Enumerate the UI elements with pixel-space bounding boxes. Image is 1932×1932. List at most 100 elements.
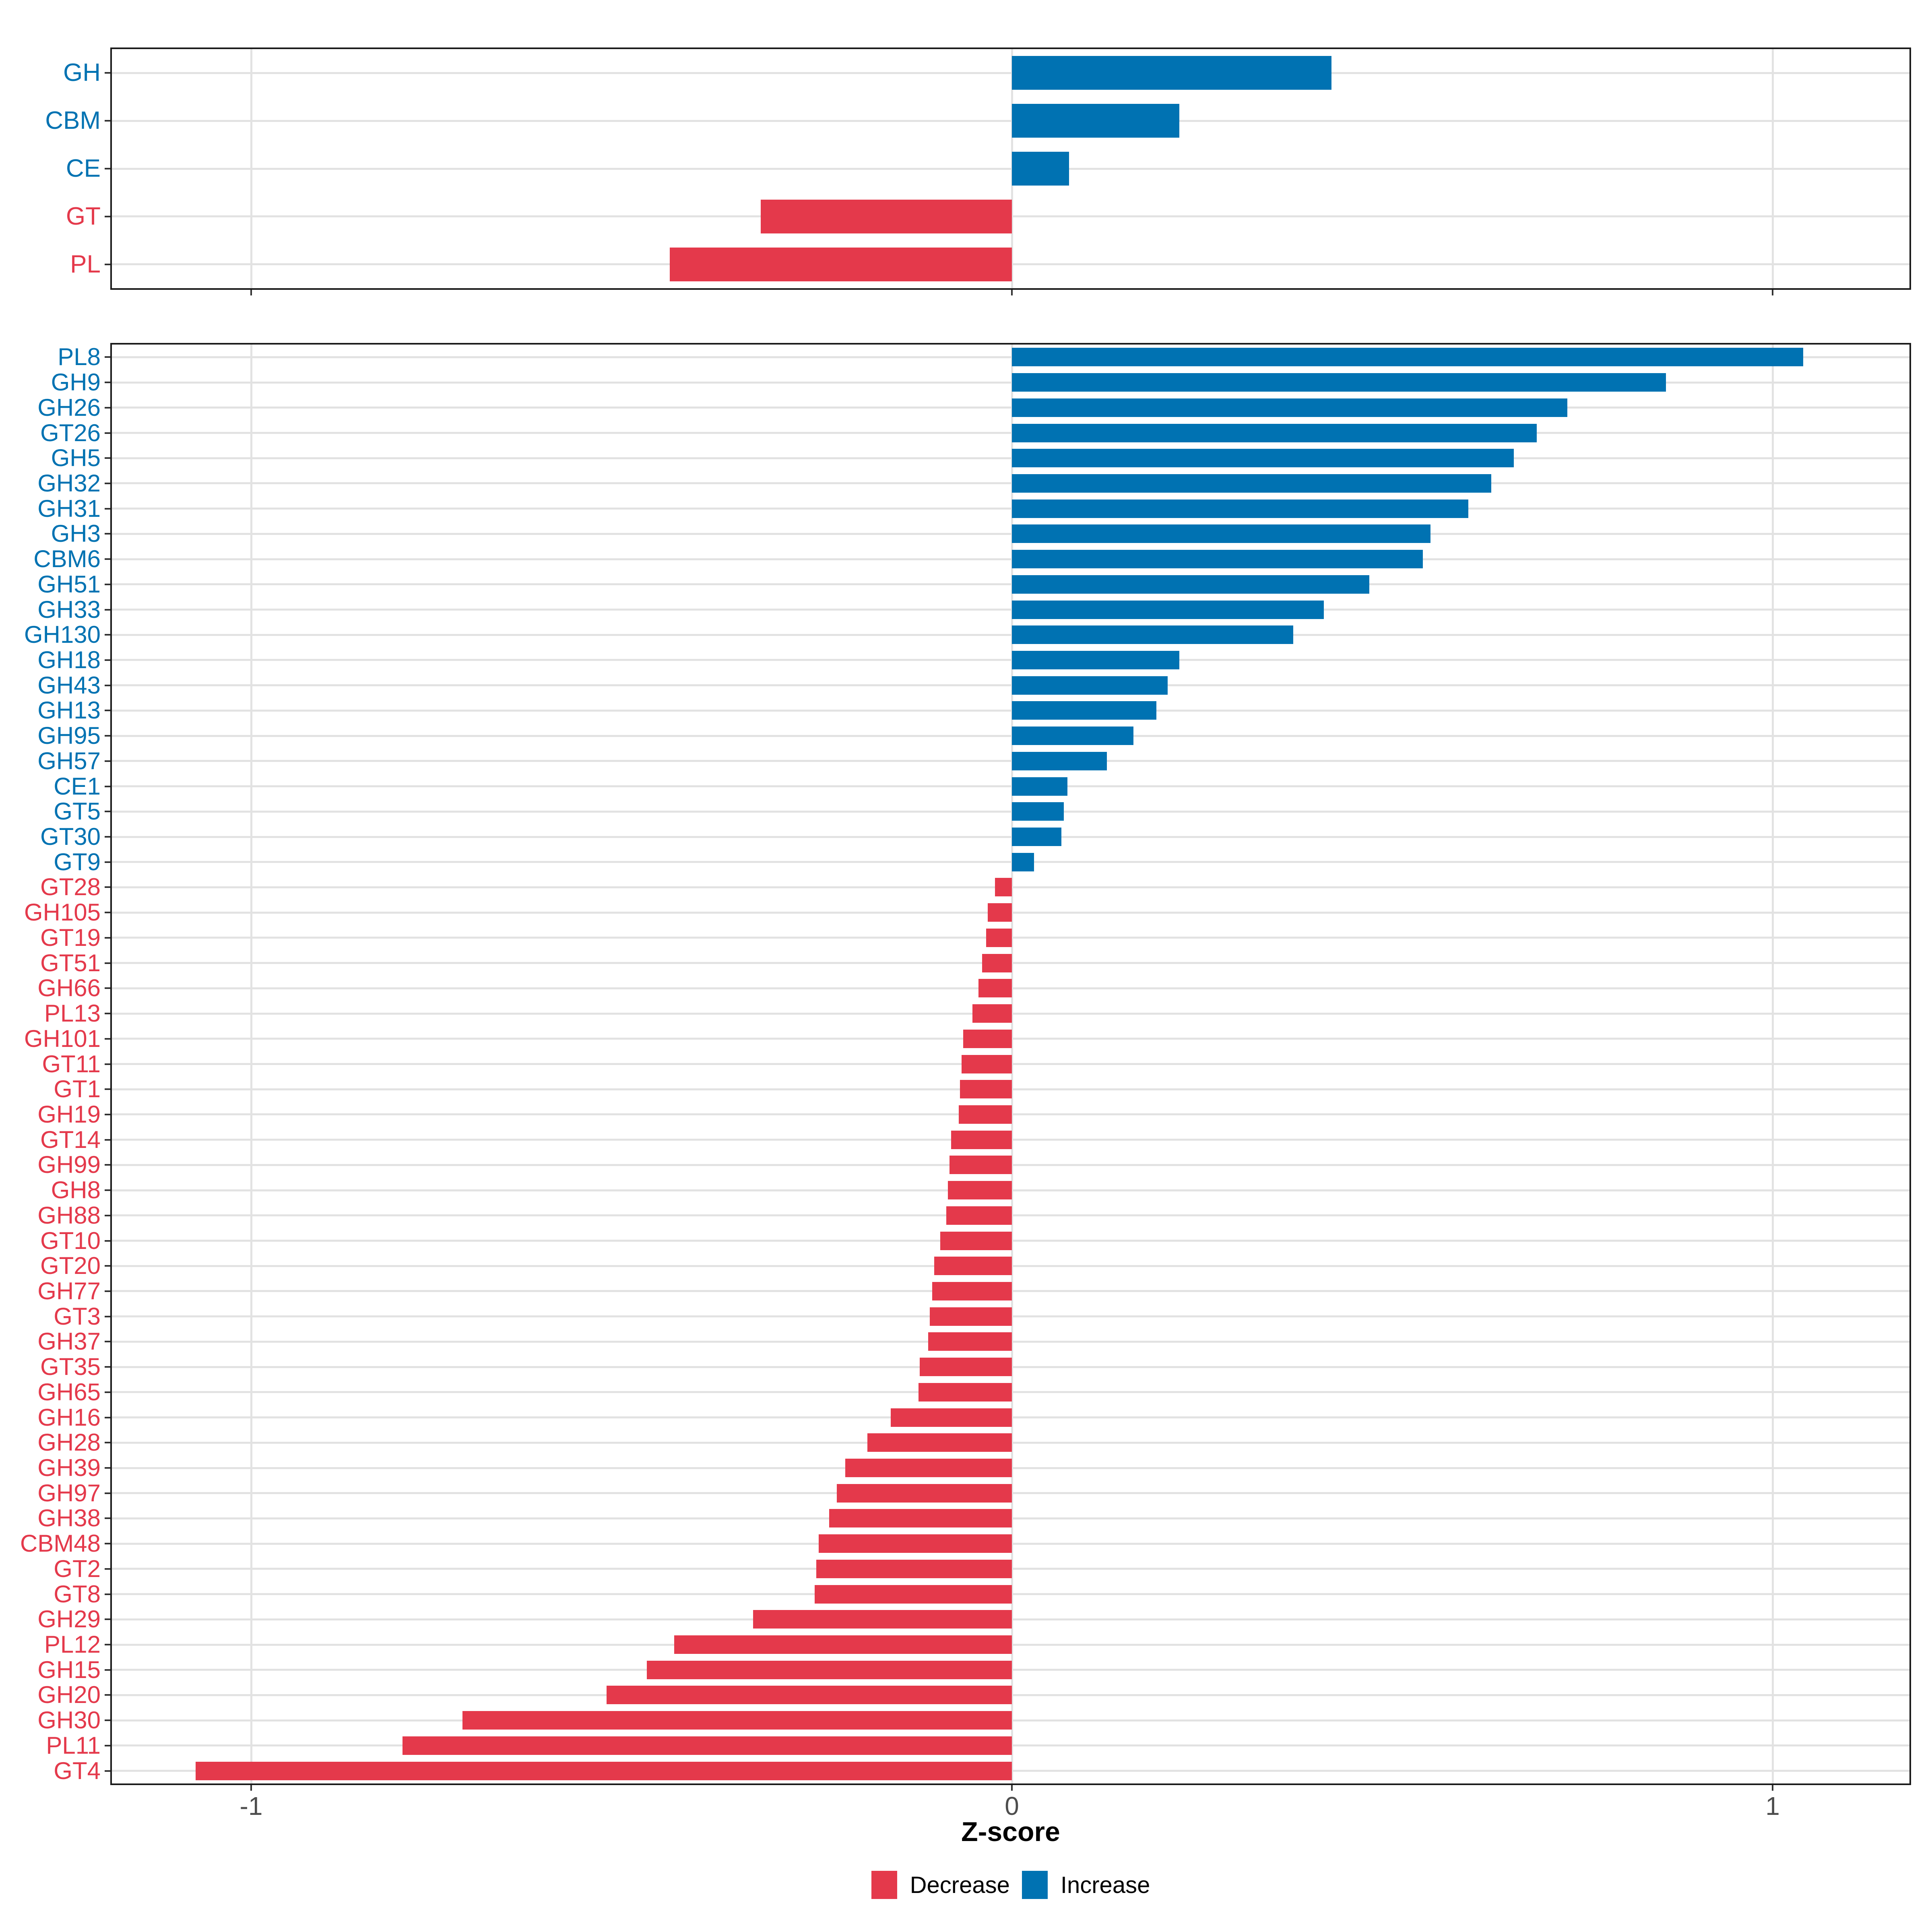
major-gridline-horizontal (112, 356, 1909, 358)
category-label-gh97: GH97 (37, 1479, 101, 1507)
category-label-gt10: GT10 (40, 1227, 101, 1254)
bar-gh39 (845, 1459, 1012, 1477)
y-axis-tick (105, 482, 110, 484)
bar-gt5 (1012, 802, 1064, 821)
major-gridline-horizontal (112, 861, 1909, 863)
category-label-gh51: GH51 (37, 570, 101, 598)
major-gridline-horizontal (112, 735, 1909, 737)
bar-gh15 (646, 1660, 1012, 1679)
y-axis-tick (105, 1416, 110, 1418)
y-axis-tick (105, 1744, 110, 1746)
bar-gh16 (891, 1408, 1012, 1427)
bar-gh51 (1012, 575, 1370, 594)
major-gridline-vertical (250, 49, 252, 288)
y-axis-tick (105, 1290, 110, 1292)
category-label-gt51: GT51 (40, 949, 101, 976)
y-axis-tick (105, 1139, 110, 1141)
major-gridline-horizontal (112, 508, 1909, 510)
y-axis-tick (105, 120, 110, 122)
y-axis-tick (105, 1038, 110, 1040)
category-label-gt8: GT8 (54, 1580, 101, 1608)
major-gridline-horizontal (112, 457, 1909, 459)
legend-swatch-increase (1022, 1871, 1048, 1899)
major-gridline-horizontal (112, 684, 1909, 687)
category-label-gt9: GT9 (54, 848, 101, 875)
bar-gt8 (815, 1585, 1012, 1604)
y-axis-tick (105, 1214, 110, 1216)
y-axis-tick (105, 1265, 110, 1267)
legend-label-increase: Increase (1060, 1872, 1150, 1898)
category-label-gh: GH (63, 59, 101, 87)
major-gridline-horizontal (112, 810, 1909, 813)
category-label-gh3: GH3 (51, 520, 101, 547)
bar-gh99 (949, 1156, 1012, 1174)
category-label-gt30: GT30 (40, 823, 101, 850)
bottom-panel-families (110, 343, 1911, 1785)
category-label-gh31: GH31 (37, 495, 101, 522)
y-axis-tick (105, 634, 110, 636)
category-label-gh13: GH13 (37, 697, 101, 724)
y-axis-tick (105, 962, 110, 964)
x-axis-tick (250, 1785, 252, 1791)
x-axis-title: Z-score (961, 1816, 1060, 1847)
bar-gt20 (934, 1257, 1012, 1276)
y-axis-tick (105, 382, 110, 384)
category-label-ce: CE (66, 155, 101, 182)
y-axis-tick (105, 1467, 110, 1469)
legend-label-decrease: Decrease (910, 1872, 1010, 1898)
major-gridline-vertical (1771, 49, 1774, 288)
bar-cbm48 (818, 1534, 1012, 1553)
bar-gh105 (987, 903, 1012, 922)
bar-gh9 (1012, 373, 1666, 392)
category-label-gh33: GH33 (37, 596, 101, 623)
category-label-gh37: GH37 (37, 1328, 101, 1355)
category-label-gh26: GH26 (37, 394, 101, 421)
bar-gh37 (928, 1332, 1012, 1351)
y-axis-tick (105, 1391, 110, 1393)
bar-gh20 (606, 1686, 1012, 1705)
y-axis-tick (105, 263, 110, 265)
y-axis-tick (105, 1088, 110, 1090)
bar-gt14 (951, 1130, 1012, 1149)
y-axis-tick (105, 1644, 110, 1646)
y-axis-tick (105, 1694, 110, 1696)
bar-gh30 (462, 1711, 1012, 1730)
bar-cbm6 (1012, 550, 1423, 569)
bar-gt35 (920, 1358, 1012, 1377)
y-axis-tick (105, 215, 110, 217)
bar-pl13 (972, 1004, 1012, 1023)
category-label-gt1: GT1 (54, 1075, 101, 1103)
y-axis-tick (105, 1341, 110, 1343)
y-axis-tick (105, 1719, 110, 1721)
bar-gh88 (946, 1206, 1012, 1225)
x-axis-tick-label: 1 (1765, 1792, 1780, 1821)
x-axis-tick-label: -1 (239, 1792, 263, 1821)
bar-gh19 (958, 1105, 1012, 1124)
y-axis-tick (105, 1543, 110, 1545)
bar-gh66 (978, 979, 1012, 998)
bar-pl12 (674, 1635, 1012, 1654)
y-axis-tick (105, 710, 110, 712)
y-axis-tick (105, 987, 110, 989)
bar-gh33 (1012, 600, 1324, 619)
legend-item-increase: Increase (1022, 1871, 1150, 1899)
category-label-gt11: GT11 (42, 1050, 101, 1077)
bar-gh43 (1012, 676, 1168, 695)
top-panel-family-groups (110, 47, 1911, 290)
category-label-gh15: GH15 (37, 1656, 101, 1683)
y-axis-tick (105, 558, 110, 560)
y-axis-tick (105, 1770, 110, 1772)
bar-gh13 (1012, 701, 1157, 720)
bar-gt1 (960, 1080, 1012, 1099)
category-label-gh65: GH65 (37, 1378, 101, 1406)
x-axis-tick (1011, 290, 1013, 295)
legend: Decrease Increase (112, 1871, 1909, 1899)
category-label-pl13: PL13 (44, 1000, 101, 1027)
category-label-gh43: GH43 (37, 671, 101, 699)
y-axis-tick (105, 1618, 110, 1620)
y-axis-tick (105, 1063, 110, 1065)
category-label-pl8: PL8 (58, 343, 101, 371)
major-gridline-horizontal (112, 120, 1909, 122)
bar-ce1 (1012, 777, 1067, 796)
y-axis-tick (105, 1189, 110, 1191)
